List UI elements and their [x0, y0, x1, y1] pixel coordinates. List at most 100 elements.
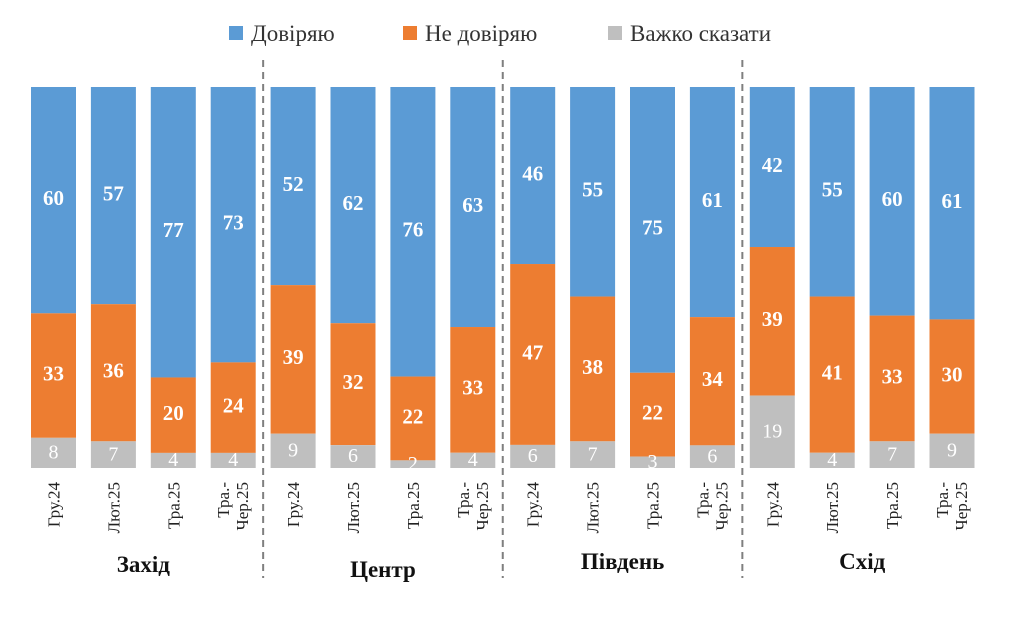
x-tick-label: Гру.24 [524, 482, 543, 528]
x-tick-label: Гру.24 [763, 482, 782, 528]
x-tick-label-line1: Лют.25 [104, 482, 123, 533]
data-label-hard-to-say: 6 [348, 445, 358, 467]
bar-segment-trust [450, 87, 496, 328]
data-label-trust: 63 [462, 193, 483, 217]
data-label-distrust: 22 [402, 404, 423, 428]
bar-segment-trust [210, 87, 256, 363]
bar-segment-distrust [31, 313, 76, 438]
x-tick-labels: Гру.24 Лют.25 Тра.25 Тра.- Чер.25 Гру.24 Лют.2… [45, 482, 972, 534]
bar-segment-distrust [749, 247, 795, 396]
data-label-trust: 55 [582, 178, 603, 202]
data-label-hard-to-say: 19 [762, 420, 782, 442]
bar-segment-hard-to-say [809, 452, 855, 468]
data-label-distrust: 36 [103, 359, 124, 383]
bar-segment-trust [330, 87, 376, 324]
bar-1-0: 52 39 9 [270, 87, 316, 468]
x-tick-label: Тра.25 [883, 482, 902, 529]
bar-segment-distrust [90, 304, 136, 442]
data-label-hard-to-say: 9 [947, 439, 957, 461]
data-label-trust: 57 [103, 181, 124, 205]
bar-segment-distrust [270, 285, 316, 434]
bar-0-3: 73 24 4 [210, 87, 256, 471]
x-tick-label-line1: Тра.25 [883, 482, 902, 529]
x-tick-label-line1: Гру.24 [284, 482, 303, 528]
x-tick-label-line1: Гру.24 [45, 482, 64, 528]
legend-swatch-0 [229, 26, 243, 40]
bar-segment-distrust [390, 376, 436, 461]
bar-segment-trust [510, 87, 556, 265]
data-label-distrust: 39 [762, 307, 783, 331]
data-label-distrust: 34 [702, 367, 724, 391]
x-tick-label: Тра.25 [164, 482, 183, 529]
legend-swatch-2 [608, 26, 622, 40]
bar-segment-distrust [570, 296, 616, 442]
bar-segment-hard-to-say [570, 441, 616, 468]
data-label-distrust: 24 [223, 393, 245, 417]
data-label-hard-to-say: 9 [288, 439, 298, 461]
x-tick-label: Тра.- Чер.25 [933, 482, 971, 531]
bar-1-3: 63 33 4 [450, 87, 496, 471]
bar-segment-distrust [330, 323, 376, 446]
data-label-distrust: 38 [582, 355, 603, 379]
bar-segment-hard-to-say [210, 452, 256, 468]
bar-segment-trust [749, 87, 795, 248]
bar-segment-distrust [689, 317, 735, 446]
x-tick-label-line1: Лют.25 [584, 482, 603, 533]
group-label: Центр [350, 557, 416, 582]
x-tick-label: Тра.25 [644, 482, 663, 529]
x-tick-label: Гру.24 [284, 482, 303, 528]
data-label-trust: 55 [822, 178, 843, 202]
bar-segment-trust [809, 87, 855, 297]
bar-2-0: 46 47 6 [510, 87, 556, 468]
bar-segment-trust [390, 87, 436, 377]
data-label-hard-to-say: 7 [887, 443, 897, 465]
data-label-hard-to-say: 8 [49, 442, 59, 464]
x-tick-label: Тра.- Чер.25 [693, 482, 731, 531]
bar-segment-distrust [150, 377, 196, 453]
group-label: Захід [117, 552, 171, 577]
data-label-trust: 77 [163, 218, 184, 242]
legend: Довіряю Не довіряю Важко сказати [229, 21, 771, 46]
data-label-trust: 62 [343, 191, 364, 215]
data-label-distrust: 47 [522, 340, 543, 364]
bar-segment-hard-to-say [869, 441, 915, 468]
bar-segment-hard-to-say [390, 460, 436, 468]
data-label-hard-to-say: 6 [528, 445, 538, 467]
x-tick-label-line1: Тра.- [454, 482, 473, 518]
x-tick-label-line2: Чер.25 [233, 482, 252, 530]
data-label-trust: 61 [702, 188, 723, 212]
bar-0-2: 77 20 4 [150, 87, 196, 471]
bar-segment-distrust [929, 319, 975, 434]
bar-segment-hard-to-say [90, 441, 136, 468]
x-tick-label: Лют.25 [584, 482, 603, 533]
data-label-hard-to-say: 2 [408, 453, 418, 475]
bar-segment-trust [689, 87, 735, 318]
data-label-trust: 75 [642, 216, 663, 240]
group-label: Схід [839, 549, 886, 574]
x-tick-label-line1: Тра.25 [164, 482, 183, 529]
bar-segment-trust [150, 87, 196, 378]
bar-1-1: 62 32 6 [330, 87, 376, 468]
bar-3-2: 60 33 7 [869, 87, 915, 468]
x-tick-label-line1: Гру.24 [763, 482, 782, 528]
bar-segment-trust [90, 87, 136, 305]
x-tick-label-line2: Чер.25 [952, 482, 971, 530]
bar-2-1: 55 38 7 [570, 87, 616, 468]
x-tick-label-line1: Лют.25 [823, 482, 842, 533]
bar-segment-trust [929, 87, 975, 320]
legend-label-1: Не довіряю [425, 21, 537, 46]
bar-segment-hard-to-say [689, 445, 735, 468]
bar-segment-trust [630, 87, 675, 373]
x-tick-label: Лют.25 [344, 482, 363, 533]
x-tick-label: Лют.25 [104, 482, 123, 533]
data-label-distrust: 39 [283, 345, 304, 369]
data-label-hard-to-say: 3 [648, 451, 658, 473]
bar-3-1: 55 41 4 [809, 87, 855, 471]
bar-2-2: 75 22 3 [630, 87, 675, 473]
data-label-hard-to-say: 4 [827, 449, 837, 471]
data-label-hard-to-say: 7 [588, 443, 598, 465]
bar-segment-trust [869, 87, 915, 316]
data-label-hard-to-say: 4 [468, 449, 478, 471]
